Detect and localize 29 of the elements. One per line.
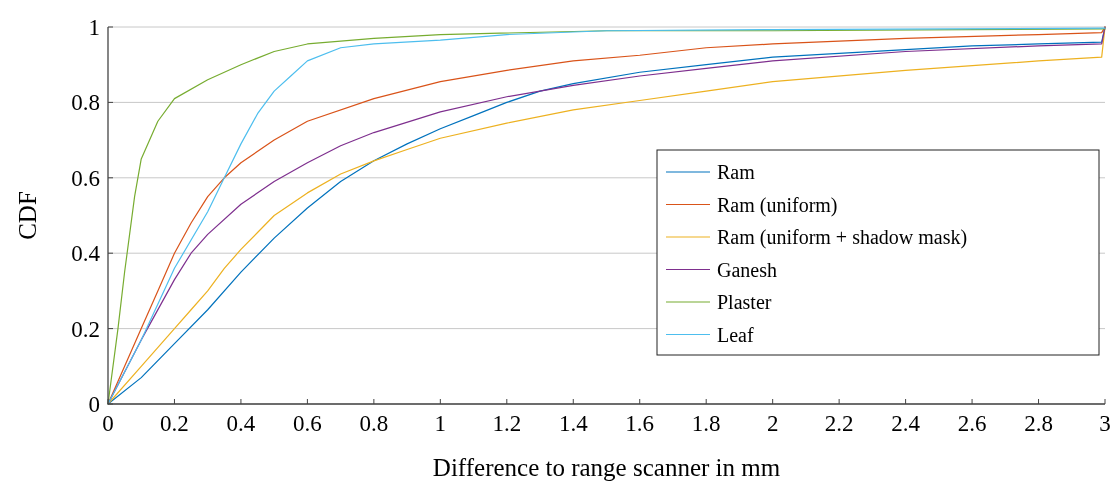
- legend-label: Ganesh: [717, 258, 777, 281]
- y-tick-label: 0.2: [71, 316, 100, 342]
- x-tick-label: 0.6: [293, 411, 322, 436]
- x-tick-label: 1.6: [625, 411, 655, 436]
- y-axis-title: CDF: [14, 191, 41, 240]
- y-tick-label: 0.4: [71, 241, 101, 267]
- x-tick-label: 3: [1099, 411, 1111, 436]
- x-tick-label: 2.6: [957, 411, 987, 436]
- legend-label: Ram: [717, 161, 756, 183]
- x-tick-label: 1.8: [691, 411, 721, 436]
- y-tick-label: 0.8: [71, 90, 100, 116]
- x-tick-label: 2: [766, 411, 779, 436]
- x-tick-label: 2.8: [1024, 411, 1053, 436]
- x-axis-title: Difference to range scanner in mm: [432, 454, 781, 481]
- x-tick-label: 2.2: [824, 411, 854, 436]
- x-tick-label: 1.2: [492, 411, 522, 436]
- legend-label: Ram (uniform + shadow mask): [717, 226, 968, 249]
- y-tick-label: 0: [88, 392, 100, 417]
- x-tick-label: 0.2: [160, 411, 189, 436]
- x-tick-label: 2.4: [891, 411, 921, 436]
- legend-label: Ram (uniform): [717, 193, 838, 217]
- legend-label: Leaf: [717, 323, 754, 346]
- legend-label: Plaster: [717, 291, 772, 313]
- x-tick-label: 0.8: [359, 411, 389, 436]
- y-tick-label: 0.6: [71, 165, 100, 191]
- x-tick-label: 1: [434, 411, 447, 436]
- x-tick-label: 0.4: [226, 411, 256, 436]
- y-tick-label: 1: [88, 15, 100, 40]
- x-tick-label: 1.4: [558, 411, 589, 436]
